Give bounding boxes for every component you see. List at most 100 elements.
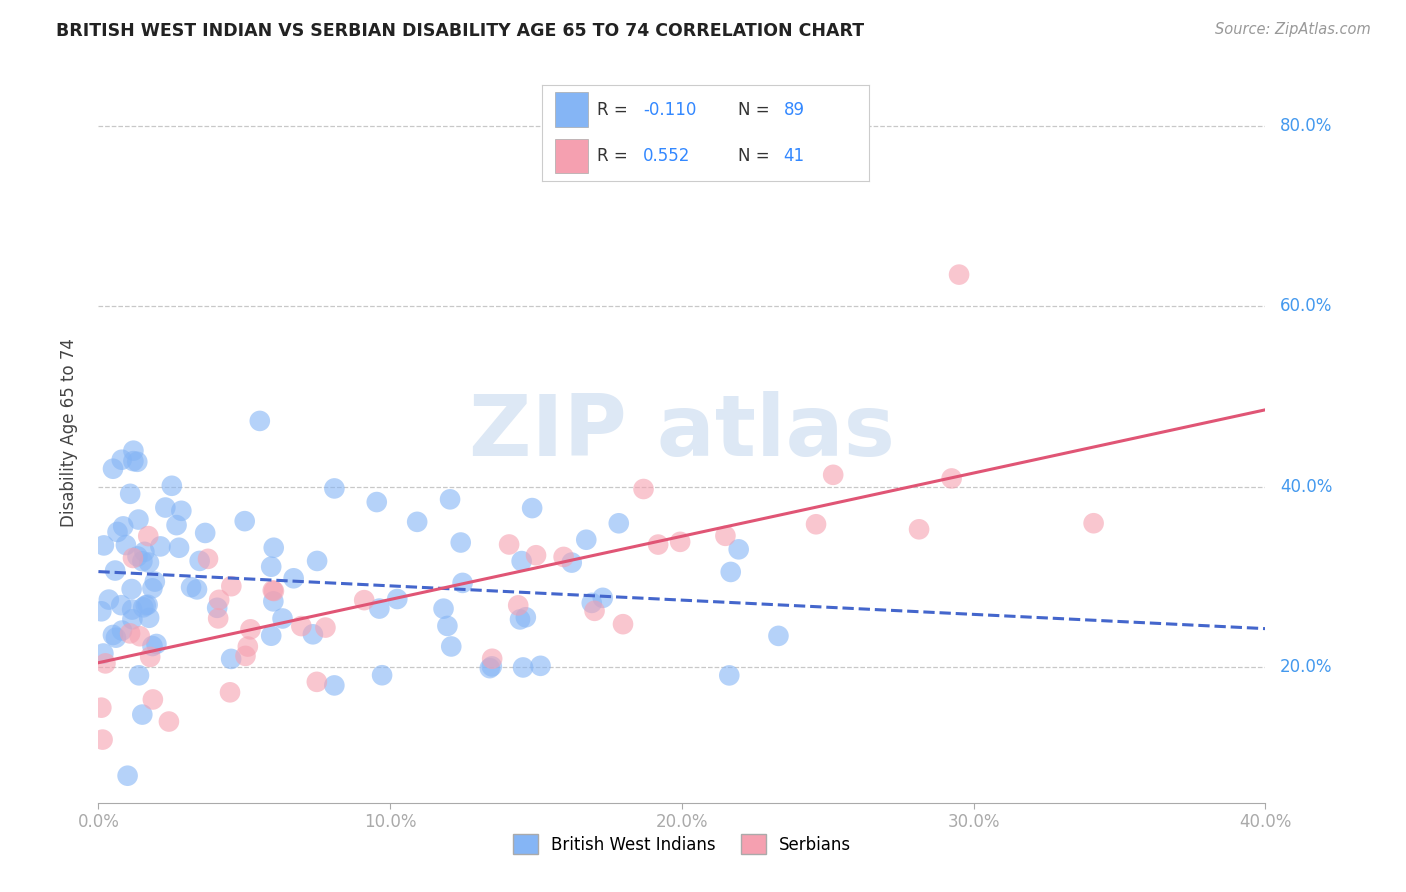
Point [132, 600, 155, 615]
Point [122, 454, 145, 468]
Point [440, 640, 463, 654]
Point [139, 649, 162, 664]
Point [149, 540, 172, 554]
Point [136, 598, 159, 612]
Legend: British West Indians, Serbians: British West Indians, Serbians [506, 828, 858, 861]
Point [720, 565, 742, 579]
Point [263, 541, 285, 555]
Point [134, 545, 156, 559]
Text: 40.0%: 40.0% [1279, 478, 1333, 496]
Text: 80.0%: 80.0% [1279, 117, 1333, 135]
Point [91, 732, 114, 747]
Point [110, 598, 132, 612]
Point [145, 637, 167, 651]
Point [768, 629, 790, 643]
Point [115, 538, 138, 552]
Point [121, 612, 143, 626]
Point [263, 584, 285, 599]
Point [157, 714, 180, 729]
Point [155, 500, 177, 515]
Point [366, 495, 388, 509]
Point [235, 648, 257, 663]
Point [510, 554, 533, 568]
Point [180, 580, 202, 594]
Point [260, 629, 283, 643]
Point [186, 582, 208, 597]
Point [94, 657, 117, 671]
Point [249, 414, 271, 428]
Point [583, 604, 606, 618]
Point [127, 455, 149, 469]
Point [167, 541, 190, 555]
Text: Source: ZipAtlas.com: Source: ZipAtlas.com [1215, 22, 1371, 37]
Y-axis label: Disability Age 65 to 74: Disability Age 65 to 74 [59, 338, 77, 527]
Point [117, 769, 139, 783]
Point [111, 452, 134, 467]
Point [353, 593, 375, 607]
Point [104, 564, 127, 578]
Point [669, 534, 692, 549]
Point [529, 658, 551, 673]
Point [170, 504, 193, 518]
Point [262, 583, 284, 598]
Point [121, 582, 143, 596]
Point [515, 610, 537, 624]
Point [371, 668, 394, 682]
Point [128, 668, 150, 682]
Point [524, 548, 547, 562]
Point [607, 516, 630, 531]
Point [127, 549, 149, 564]
Point [323, 482, 346, 496]
Point [121, 602, 143, 616]
Point [127, 512, 149, 526]
Point [450, 535, 472, 549]
Point [439, 492, 461, 507]
Point [143, 574, 166, 589]
Point [561, 556, 583, 570]
Point [302, 627, 325, 641]
Point [1083, 516, 1105, 531]
Point [111, 624, 134, 638]
Point [136, 529, 159, 543]
Point [138, 556, 160, 570]
Point [138, 611, 160, 625]
Point [122, 443, 145, 458]
Point [575, 533, 598, 547]
Point [142, 692, 165, 706]
Point [166, 518, 188, 533]
Point [194, 525, 217, 540]
Point [233, 514, 256, 528]
Point [520, 501, 543, 516]
Point [131, 554, 153, 568]
Point [481, 659, 503, 673]
Point [219, 652, 242, 666]
Point [727, 542, 749, 557]
Point [432, 601, 454, 615]
Point [633, 482, 655, 496]
Point [93, 538, 115, 552]
Point [290, 619, 312, 633]
Point [101, 628, 124, 642]
Point [451, 575, 474, 590]
Point [131, 707, 153, 722]
Point [104, 631, 127, 645]
Point [718, 668, 741, 682]
Point [948, 268, 970, 282]
Point [714, 529, 737, 543]
Point [120, 626, 142, 640]
Point [221, 579, 243, 593]
Point [804, 517, 827, 532]
Point [207, 611, 229, 625]
Point [135, 599, 157, 613]
Point [112, 519, 135, 533]
Point [90, 700, 112, 714]
Point [208, 592, 231, 607]
Point [239, 623, 262, 637]
Point [368, 601, 391, 615]
Point [406, 515, 429, 529]
Point [93, 647, 115, 661]
Point [197, 552, 219, 566]
Point [508, 599, 530, 613]
Text: 20.0%: 20.0% [1279, 658, 1333, 676]
Point [283, 571, 305, 585]
